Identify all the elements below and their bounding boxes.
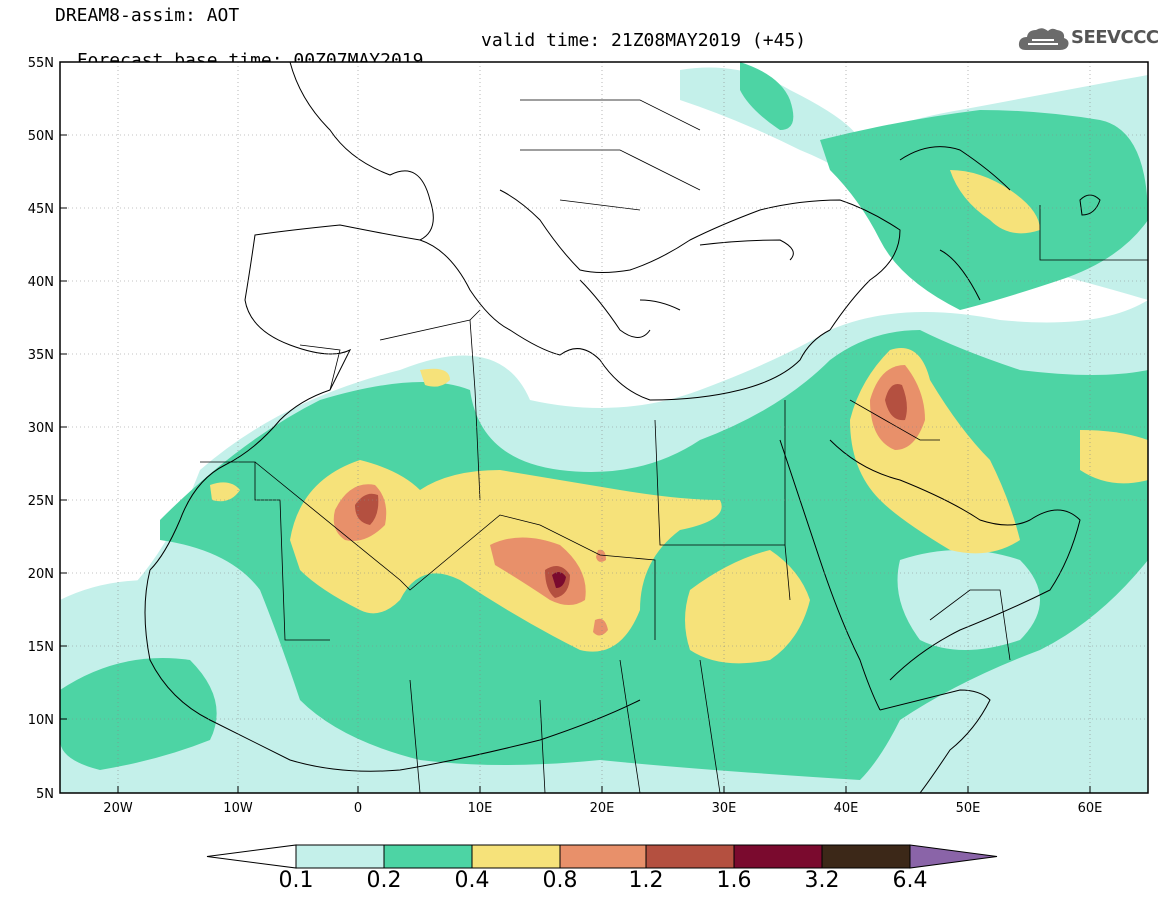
lon-label: 30E <box>712 801 737 816</box>
colorbar-label: 3.2 <box>804 868 840 893</box>
seevccc-logo: SEEVCCC <box>1018 24 1159 54</box>
colorbar-label: 1.2 <box>628 868 664 893</box>
map-title: DREAM8-assim: AOT <box>55 5 240 26</box>
lon-label: 0 <box>354 801 362 816</box>
lat-label: 10N <box>28 713 54 728</box>
lat-label: 40N <box>28 275 54 290</box>
aot-shading <box>60 62 1148 793</box>
lat-label: 50N <box>28 129 54 144</box>
valid-time: valid time: 21Z08MAY2019 (+45) <box>481 30 807 51</box>
logo-text: SEEVCCC <box>1071 27 1159 48</box>
longitude-labels: 20W 10W 0 10E 20E 30E 40E 50E 60E <box>103 801 1102 816</box>
aot-level-1.6 <box>552 571 566 588</box>
coastlines <box>144 62 1101 793</box>
lat-label: 35N <box>28 348 54 363</box>
colorbar-label: 0.8 <box>542 868 578 893</box>
lon-label: 10W <box>223 801 253 816</box>
borders <box>200 99 1148 793</box>
colorbar-label: 6.4 <box>892 868 928 893</box>
colorbar-label: 0.4 <box>454 868 490 893</box>
colorbar-label: 0.2 <box>366 868 402 893</box>
lat-label: 20N <box>28 567 54 582</box>
latitude-labels: 55N 50N 45N 40N 35N 30N 25N 20N 15N 10N … <box>28 56 54 802</box>
axis-ticks <box>60 61 1091 794</box>
colorbar-label: 0.1 <box>278 868 314 893</box>
lat-label: 5N <box>36 787 54 802</box>
lon-label: 20E <box>590 801 615 816</box>
lon-label: 60E <box>1078 801 1103 816</box>
lat-label: 25N <box>28 494 54 509</box>
lon-label: 20W <box>103 801 133 816</box>
lat-label: 30N <box>28 421 54 436</box>
colorbar-label: 1.6 <box>716 868 752 893</box>
graticule <box>60 62 1148 793</box>
lat-label: 15N <box>28 640 54 655</box>
cloud-icon <box>1018 28 1069 50</box>
lon-label: 40E <box>834 801 859 816</box>
lat-label: 55N <box>28 56 54 71</box>
lon-label: 50E <box>956 801 981 816</box>
lon-label: 10E <box>468 801 493 816</box>
lat-label: 45N <box>28 202 54 217</box>
